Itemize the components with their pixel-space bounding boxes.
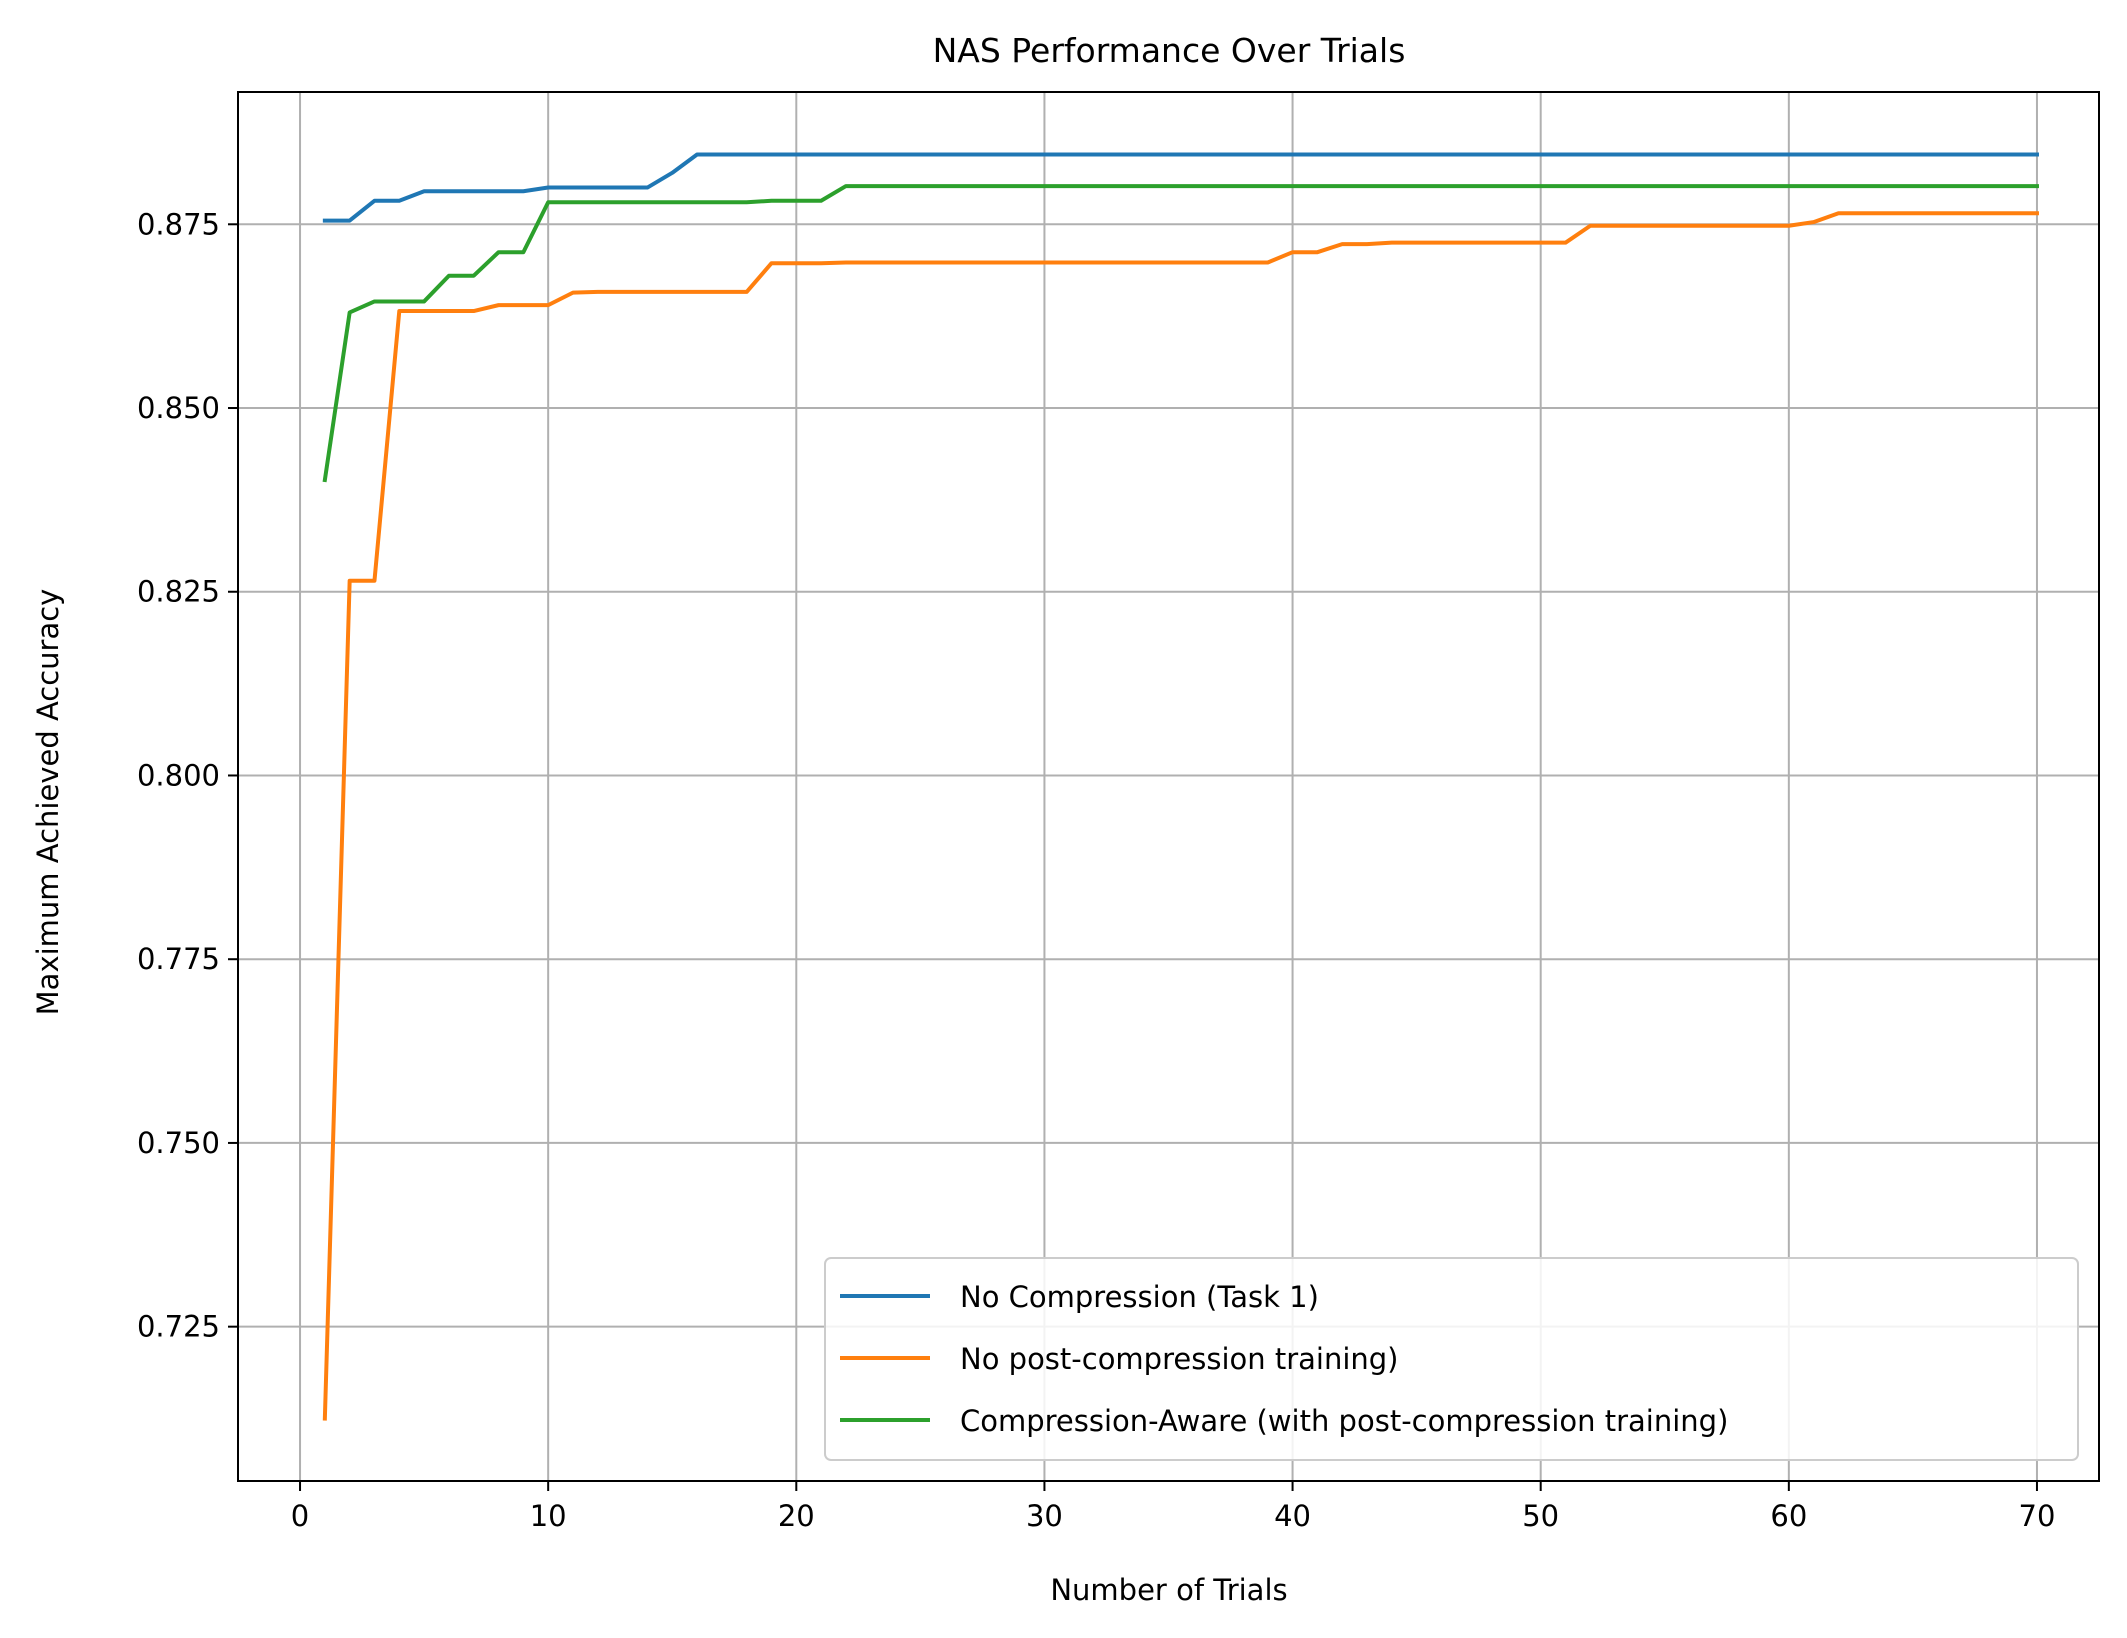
x-tick-label: 20 [778,1499,815,1533]
x-tick-label: 30 [1026,1499,1063,1533]
legend-label-3: Compression-Aware (with post-compression… [960,1404,1728,1438]
legend-label-1: No Compression (Task 1) [960,1280,1319,1314]
x-tick-label: 70 [2019,1499,2056,1533]
y-tick-label: 0.775 [137,942,220,976]
legend-label-2: No post-compression training) [960,1342,1399,1376]
chart-title: NAS Performance Over Trials [933,31,1406,70]
y-tick-label: 0.825 [137,575,220,609]
series-line-3 [322,184,2039,483]
y-tick-label: 0.750 [137,1126,220,1160]
axis-ticks: 0 10 20 30 40 50 60 70 0.725 0.750 0.775 0.800 0.825… [137,207,2055,1533]
series-line-1 [322,152,2039,223]
legend-box [824,1257,2079,1461]
grid-lines [238,92,2099,1481]
legend: No Compression (Task 1) No post-compressi… [824,1257,2079,1461]
y-tick-label: 0.800 [137,758,220,792]
y-tick-label: 0.850 [137,391,220,425]
x-tick-label: 0 [291,1499,309,1533]
series-lines [322,152,2039,1421]
x-tick-label: 10 [530,1499,567,1533]
x-tick-label: 40 [1274,1499,1311,1533]
x-tick-label: 60 [1770,1499,1807,1533]
y-axis-label: Maximum Achieved Accuracy [31,589,65,1016]
y-tick-label: 0.875 [137,207,220,241]
series-line-2 [322,211,2039,1421]
x-axis-label: Number of Trials [1050,1573,1287,1607]
y-tick-label: 0.725 [137,1310,220,1344]
plot-frame [237,91,2100,1482]
x-tick-label: 50 [1522,1499,1559,1533]
